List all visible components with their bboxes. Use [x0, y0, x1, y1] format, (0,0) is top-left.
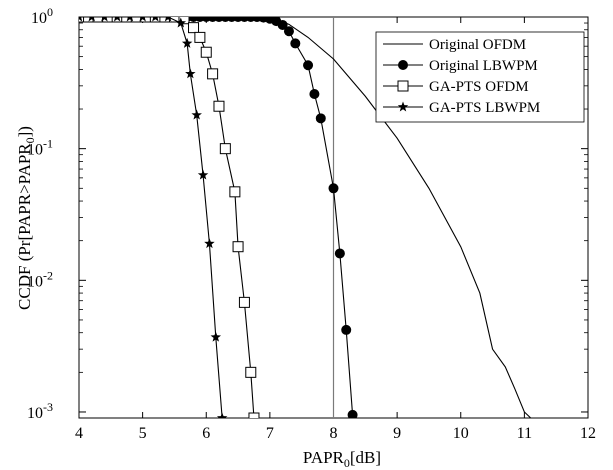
x-tick-label: 7 — [266, 425, 274, 442]
legend-marker-original-lbwpm — [398, 60, 408, 70]
point-ga-pts-lbwpm — [139, 17, 146, 22]
legend-label-ga-pts-lbwpm: GA-PTS LBWPM — [429, 100, 540, 116]
point-ga-pts-lbwpm — [181, 37, 193, 48]
point-ga-pts-ofdm — [83, 17, 95, 23]
point-ga-pts-ofdm — [213, 100, 225, 112]
point-ga-pts-ofdm — [92, 17, 104, 23]
y-tick-label: 10-3 — [27, 400, 53, 422]
point-ga-pts-ofdm — [219, 143, 231, 155]
point-ga-pts-ofdm — [102, 17, 114, 23]
point-ga-pts-lbwpm — [210, 331, 222, 342]
y-axis-label: CCDF (Pr[PAPR>PAPR0]) — [15, 126, 37, 310]
legend-label-ga-pts-ofdm: GA-PTS OFDM — [429, 79, 529, 95]
x-tick-label: 6 — [202, 425, 210, 442]
point-original-lbwpm — [303, 60, 314, 71]
series-ga-pts-ofdm — [79, 17, 260, 418]
point-original-lbwpm — [277, 19, 288, 30]
point-ga-pts-lbwpm — [216, 412, 228, 418]
x-axis-label: PAPR0[dB] — [303, 448, 381, 470]
point-original-lbwpm — [341, 324, 352, 335]
point-ga-pts-ofdm — [229, 186, 241, 198]
series-line-ga-pts-ofdm — [79, 17, 255, 418]
point-ga-pts-lbwpm — [152, 17, 159, 22]
point-ga-pts-lbwpm — [126, 17, 134, 22]
series-line-ga-pts-lbwpm — [79, 17, 223, 418]
legend-entry-original-ofdm: Original OFDM — [383, 37, 526, 53]
point-ga-pts-lbwpm — [113, 17, 121, 22]
series-original-lbwpm — [79, 17, 358, 418]
point-ga-pts-ofdm — [121, 17, 133, 23]
point-ga-pts-ofdm — [159, 17, 171, 23]
point-ga-pts-ofdm — [194, 31, 206, 43]
point-ga-pts-lbwpm — [204, 238, 215, 249]
point-original-lbwpm — [347, 409, 358, 418]
point-ga-pts-ofdm — [130, 17, 142, 23]
series-ga-pts-lbwpm — [79, 17, 228, 418]
point-original-lbwpm — [328, 183, 339, 194]
point-ga-pts-ofdm — [111, 17, 123, 23]
point-original-lbwpm — [309, 89, 320, 100]
legend-entry-original-lbwpm: Original LBWPM — [383, 58, 538, 74]
point-ga-pts-ofdm — [245, 366, 257, 378]
point-ga-pts-lbwpm — [185, 68, 196, 79]
legend-marker-ga-pts-lbwpm — [397, 101, 409, 112]
point-ga-pts-ofdm — [207, 68, 219, 80]
x-tick-label: 8 — [330, 425, 338, 442]
point-ga-pts-ofdm — [200, 46, 212, 58]
point-original-lbwpm — [315, 113, 326, 124]
y-tick-label: 10-1 — [27, 137, 53, 159]
x-tick-label: 4 — [75, 425, 83, 442]
point-ga-pts-ofdm — [248, 412, 260, 418]
point-original-lbwpm — [283, 26, 294, 37]
x-tick-label: 10 — [453, 425, 469, 442]
point-original-lbwpm — [290, 38, 301, 49]
point-ga-pts-ofdm — [149, 17, 161, 23]
legend-label-original-lbwpm: Original LBWPM — [429, 58, 538, 74]
point-ga-pts-lbwpm — [101, 17, 108, 22]
legend-entry-ga-pts-ofdm: GA-PTS OFDM — [383, 79, 529, 95]
x-tick-label: 5 — [139, 425, 147, 442]
legend: Original OFDM Original LBWPM GA-PTS OFDM… — [375, 31, 585, 123]
point-original-lbwpm — [334, 248, 345, 259]
legend-marker-ga-pts-ofdm — [397, 80, 409, 92]
x-tick-label: 9 — [393, 425, 401, 442]
point-ga-pts-lbwpm — [79, 17, 83, 22]
point-ga-pts-lbwpm — [175, 17, 187, 28]
legend-label-original-ofdm: Original OFDM — [429, 37, 526, 53]
series-layer — [79, 17, 532, 418]
tick-label-layer: 4 5 6 7 8 9 10 11 12 100 10-1 10-2 10-3 — [27, 5, 596, 442]
point-ga-pts-lbwpm — [191, 109, 202, 120]
point-ga-pts-lbwpm — [197, 169, 209, 180]
x-tick-label: 12 — [580, 425, 596, 442]
point-ga-pts-lbwpm — [88, 17, 95, 22]
x-tick-label: 11 — [517, 425, 532, 442]
point-ga-pts-ofdm — [178, 17, 190, 25]
point-ga-pts-ofdm — [238, 296, 250, 308]
point-ga-pts-ofdm — [140, 17, 152, 23]
legend-entry-ga-pts-lbwpm: GA-PTS LBWPM — [383, 100, 540, 116]
point-ga-pts-ofdm — [188, 22, 200, 34]
y-tick-label: 10-2 — [27, 268, 53, 290]
y-tick-label: 100 — [31, 5, 53, 27]
point-ga-pts-ofdm — [232, 241, 244, 253]
point-ga-pts-lbwpm — [164, 17, 172, 22]
